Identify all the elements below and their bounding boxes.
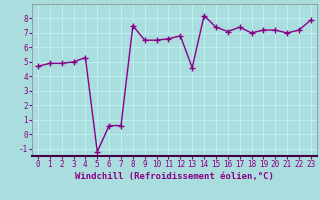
X-axis label: Windchill (Refroidissement éolien,°C): Windchill (Refroidissement éolien,°C) (75, 172, 274, 181)
